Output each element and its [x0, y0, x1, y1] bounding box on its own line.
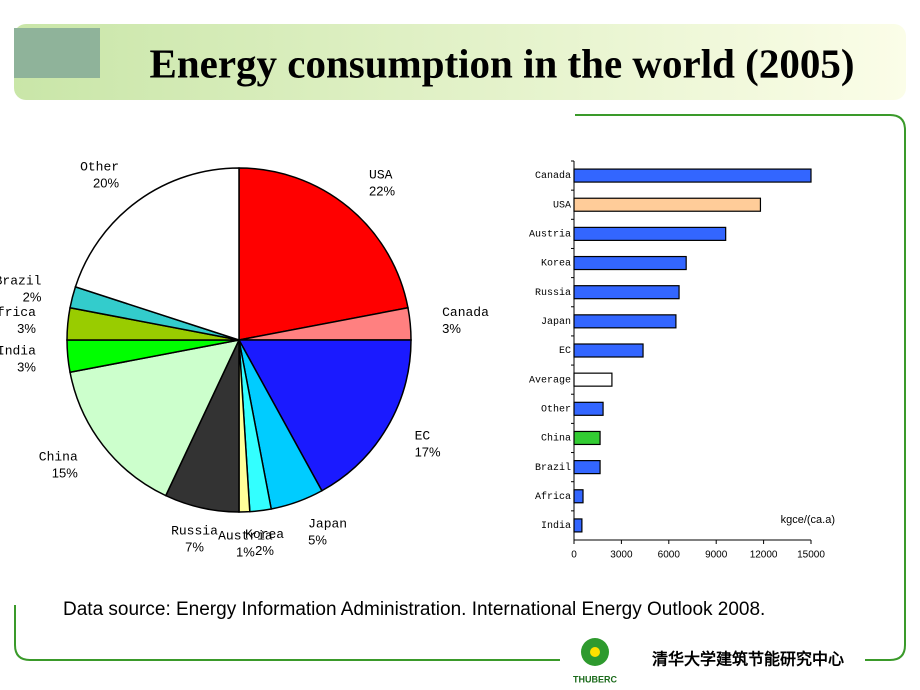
slice-label: Austria [218, 528, 273, 543]
bar [573, 489, 584, 504]
bar [573, 372, 613, 387]
bar [573, 285, 680, 300]
slice-value-label: 5% [308, 532, 327, 547]
slice-label: Japan [308, 516, 347, 531]
slice-value-label: 3% [17, 360, 36, 375]
x-tick-label: 3000 [610, 550, 633, 561]
bar [573, 343, 644, 358]
slice-label: India [0, 344, 36, 359]
logo [581, 638, 609, 666]
y-tick-label: Japan [541, 317, 571, 328]
y-tick-label: Brazil [535, 462, 571, 474]
bar [573, 226, 727, 241]
bar [573, 401, 604, 416]
slice-label: Brazil [0, 274, 42, 289]
slice-label: Africa [0, 305, 36, 320]
bar [573, 255, 687, 271]
logo-text: THUBERC [573, 674, 617, 684]
y-tick-label: Austria [529, 229, 571, 241]
slice-value-label: 20% [93, 175, 119, 190]
bar [573, 460, 601, 475]
bar [573, 518, 583, 533]
slice-value-label: 7% [185, 540, 204, 555]
frame [14, 114, 906, 661]
slice-label: EC [415, 428, 431, 443]
y-tick-label: Other [541, 403, 571, 415]
y-tick-label: Russia [535, 287, 571, 299]
bar [573, 430, 601, 446]
y-tick-label: Average [529, 375, 571, 386]
bar [573, 168, 812, 183]
x-tick-label: 9000 [705, 550, 728, 561]
bar [573, 197, 762, 212]
pie-chart: USA22%Canada3%EC17%Japan5%Korea2%Austria… [0, 159, 489, 559]
slice-label: USA [369, 167, 393, 182]
x-tick-label: 12000 [750, 550, 778, 561]
slice-value-label: 3% [442, 321, 461, 336]
slice-label: China [39, 449, 78, 464]
pie-slice [69, 338, 241, 497]
y-tick-label: Canada [535, 170, 571, 182]
y-tick-label: Korea [541, 259, 571, 270]
y-tick-label: EC [559, 346, 571, 357]
slice-value-label: 22% [369, 183, 395, 198]
y-tick-label: China [541, 433, 571, 445]
header-band [14, 24, 906, 100]
slice-value-label: 17% [415, 444, 441, 459]
slice-label: Other [80, 159, 119, 174]
slice-value-label: 15% [52, 465, 78, 480]
bar-chart: 0 3000 6000 9000 12000 15000 kgce/(ca.a) Canada… [529, 160, 835, 561]
header-image [14, 28, 100, 78]
slice-label: Russia [171, 524, 218, 539]
y-tick-label: USA [553, 200, 571, 211]
slice-value-label: 3% [17, 321, 36, 336]
y-tick-label: Africa [535, 491, 571, 503]
bar [573, 314, 677, 329]
x-tick-label: 0 [571, 550, 577, 561]
slice-value-label: 2% [255, 543, 274, 558]
slice-label: Korea [245, 527, 284, 542]
slice-value-label: 2% [23, 290, 42, 305]
y-tick-label: India [541, 520, 571, 532]
org-name: 清华大学建筑节能研究中心 [652, 650, 844, 669]
pie-slice [238, 167, 409, 341]
x-tick-label: 15000 [797, 550, 825, 561]
x-axis-label: kgce/(ca.a) [781, 514, 835, 526]
slide-title: Energy consumption in the world (2005) [149, 40, 854, 86]
pie-slice [74, 167, 240, 342]
source-note: Data source: Energy Information Administ… [63, 599, 765, 620]
slice-value-label: 1% [236, 544, 255, 559]
pie-slice [237, 339, 412, 492]
slice-label: Canada [442, 305, 489, 320]
x-tick-label: 6000 [658, 550, 681, 561]
